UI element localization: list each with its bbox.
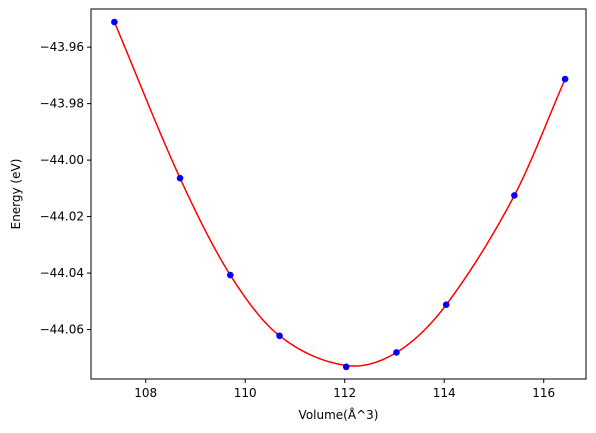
data-points-layer	[111, 18, 569, 371]
x-axis-ticks: 108 110 112 114 116	[134, 379, 555, 400]
plot-area	[91, 9, 586, 379]
data-point	[226, 271, 234, 279]
x-tick-label: 110	[234, 386, 257, 400]
x-tick-label: 116	[532, 386, 555, 400]
x-axis-label: Volume(Å^3)	[299, 407, 379, 422]
y-tick-label: −43.98	[40, 97, 84, 111]
x-tick-label: 112	[333, 386, 356, 400]
data-point	[442, 301, 450, 309]
data-point	[393, 349, 400, 356]
y-tick-label: −43.96	[40, 40, 84, 54]
x-tick-label: 114	[433, 386, 456, 400]
y-axis-ticks: −43.96 −43.98 −44.00 −44.02 −44.04 −44.06	[40, 40, 91, 337]
data-point	[176, 174, 184, 182]
data-point	[511, 192, 518, 199]
y-axis-label: Energy (eV)	[9, 159, 23, 230]
data-point	[561, 75, 569, 83]
x-tick-label: 108	[134, 386, 157, 400]
y-tick-label: −44.00	[40, 153, 84, 167]
data-point	[276, 332, 283, 340]
data-point	[111, 18, 118, 26]
y-tick-label: −44.02	[40, 210, 84, 224]
plot-frame	[90, 8, 587, 380]
y-tick-label: −44.06	[40, 323, 84, 337]
fit-curve-layer	[113, 21, 566, 367]
y-tick-label: −44.04	[40, 266, 84, 280]
fit-curve	[113, 21, 566, 367]
data-point	[342, 363, 350, 371]
